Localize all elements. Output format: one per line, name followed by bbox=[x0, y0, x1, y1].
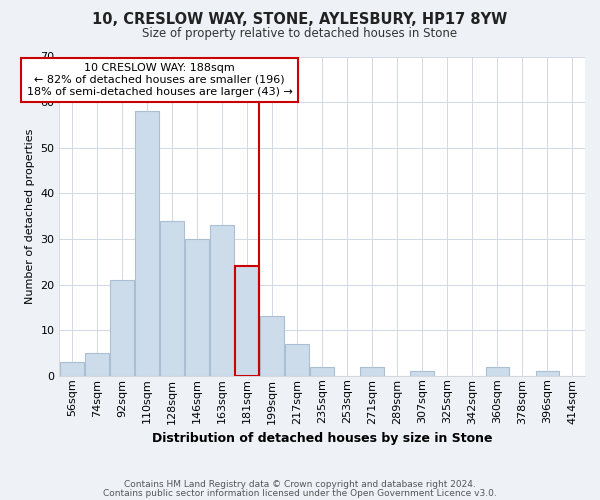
Bar bbox=[135, 111, 159, 376]
Bar bbox=[310, 366, 334, 376]
Bar bbox=[210, 226, 234, 376]
Text: 10, CRESLOW WAY, STONE, AYLESBURY, HP17 8YW: 10, CRESLOW WAY, STONE, AYLESBURY, HP17 … bbox=[92, 12, 508, 28]
Text: Size of property relative to detached houses in Stone: Size of property relative to detached ho… bbox=[142, 28, 458, 40]
Bar bbox=[361, 366, 384, 376]
Bar bbox=[185, 239, 209, 376]
Text: Contains HM Land Registry data © Crown copyright and database right 2024.: Contains HM Land Registry data © Crown c… bbox=[124, 480, 476, 489]
Bar bbox=[60, 362, 84, 376]
Bar bbox=[260, 316, 284, 376]
Bar bbox=[85, 353, 109, 376]
Bar bbox=[160, 220, 184, 376]
Bar bbox=[110, 280, 134, 376]
Bar bbox=[235, 266, 259, 376]
Text: 10 CRESLOW WAY: 188sqm
← 82% of detached houses are smaller (196)
18% of semi-de: 10 CRESLOW WAY: 188sqm ← 82% of detached… bbox=[26, 64, 292, 96]
Bar bbox=[485, 366, 509, 376]
X-axis label: Distribution of detached houses by size in Stone: Distribution of detached houses by size … bbox=[152, 432, 493, 445]
Text: Contains public sector information licensed under the Open Government Licence v3: Contains public sector information licen… bbox=[103, 489, 497, 498]
Y-axis label: Number of detached properties: Number of detached properties bbox=[25, 128, 35, 304]
Bar bbox=[285, 344, 309, 376]
Bar bbox=[410, 371, 434, 376]
Bar bbox=[536, 371, 559, 376]
